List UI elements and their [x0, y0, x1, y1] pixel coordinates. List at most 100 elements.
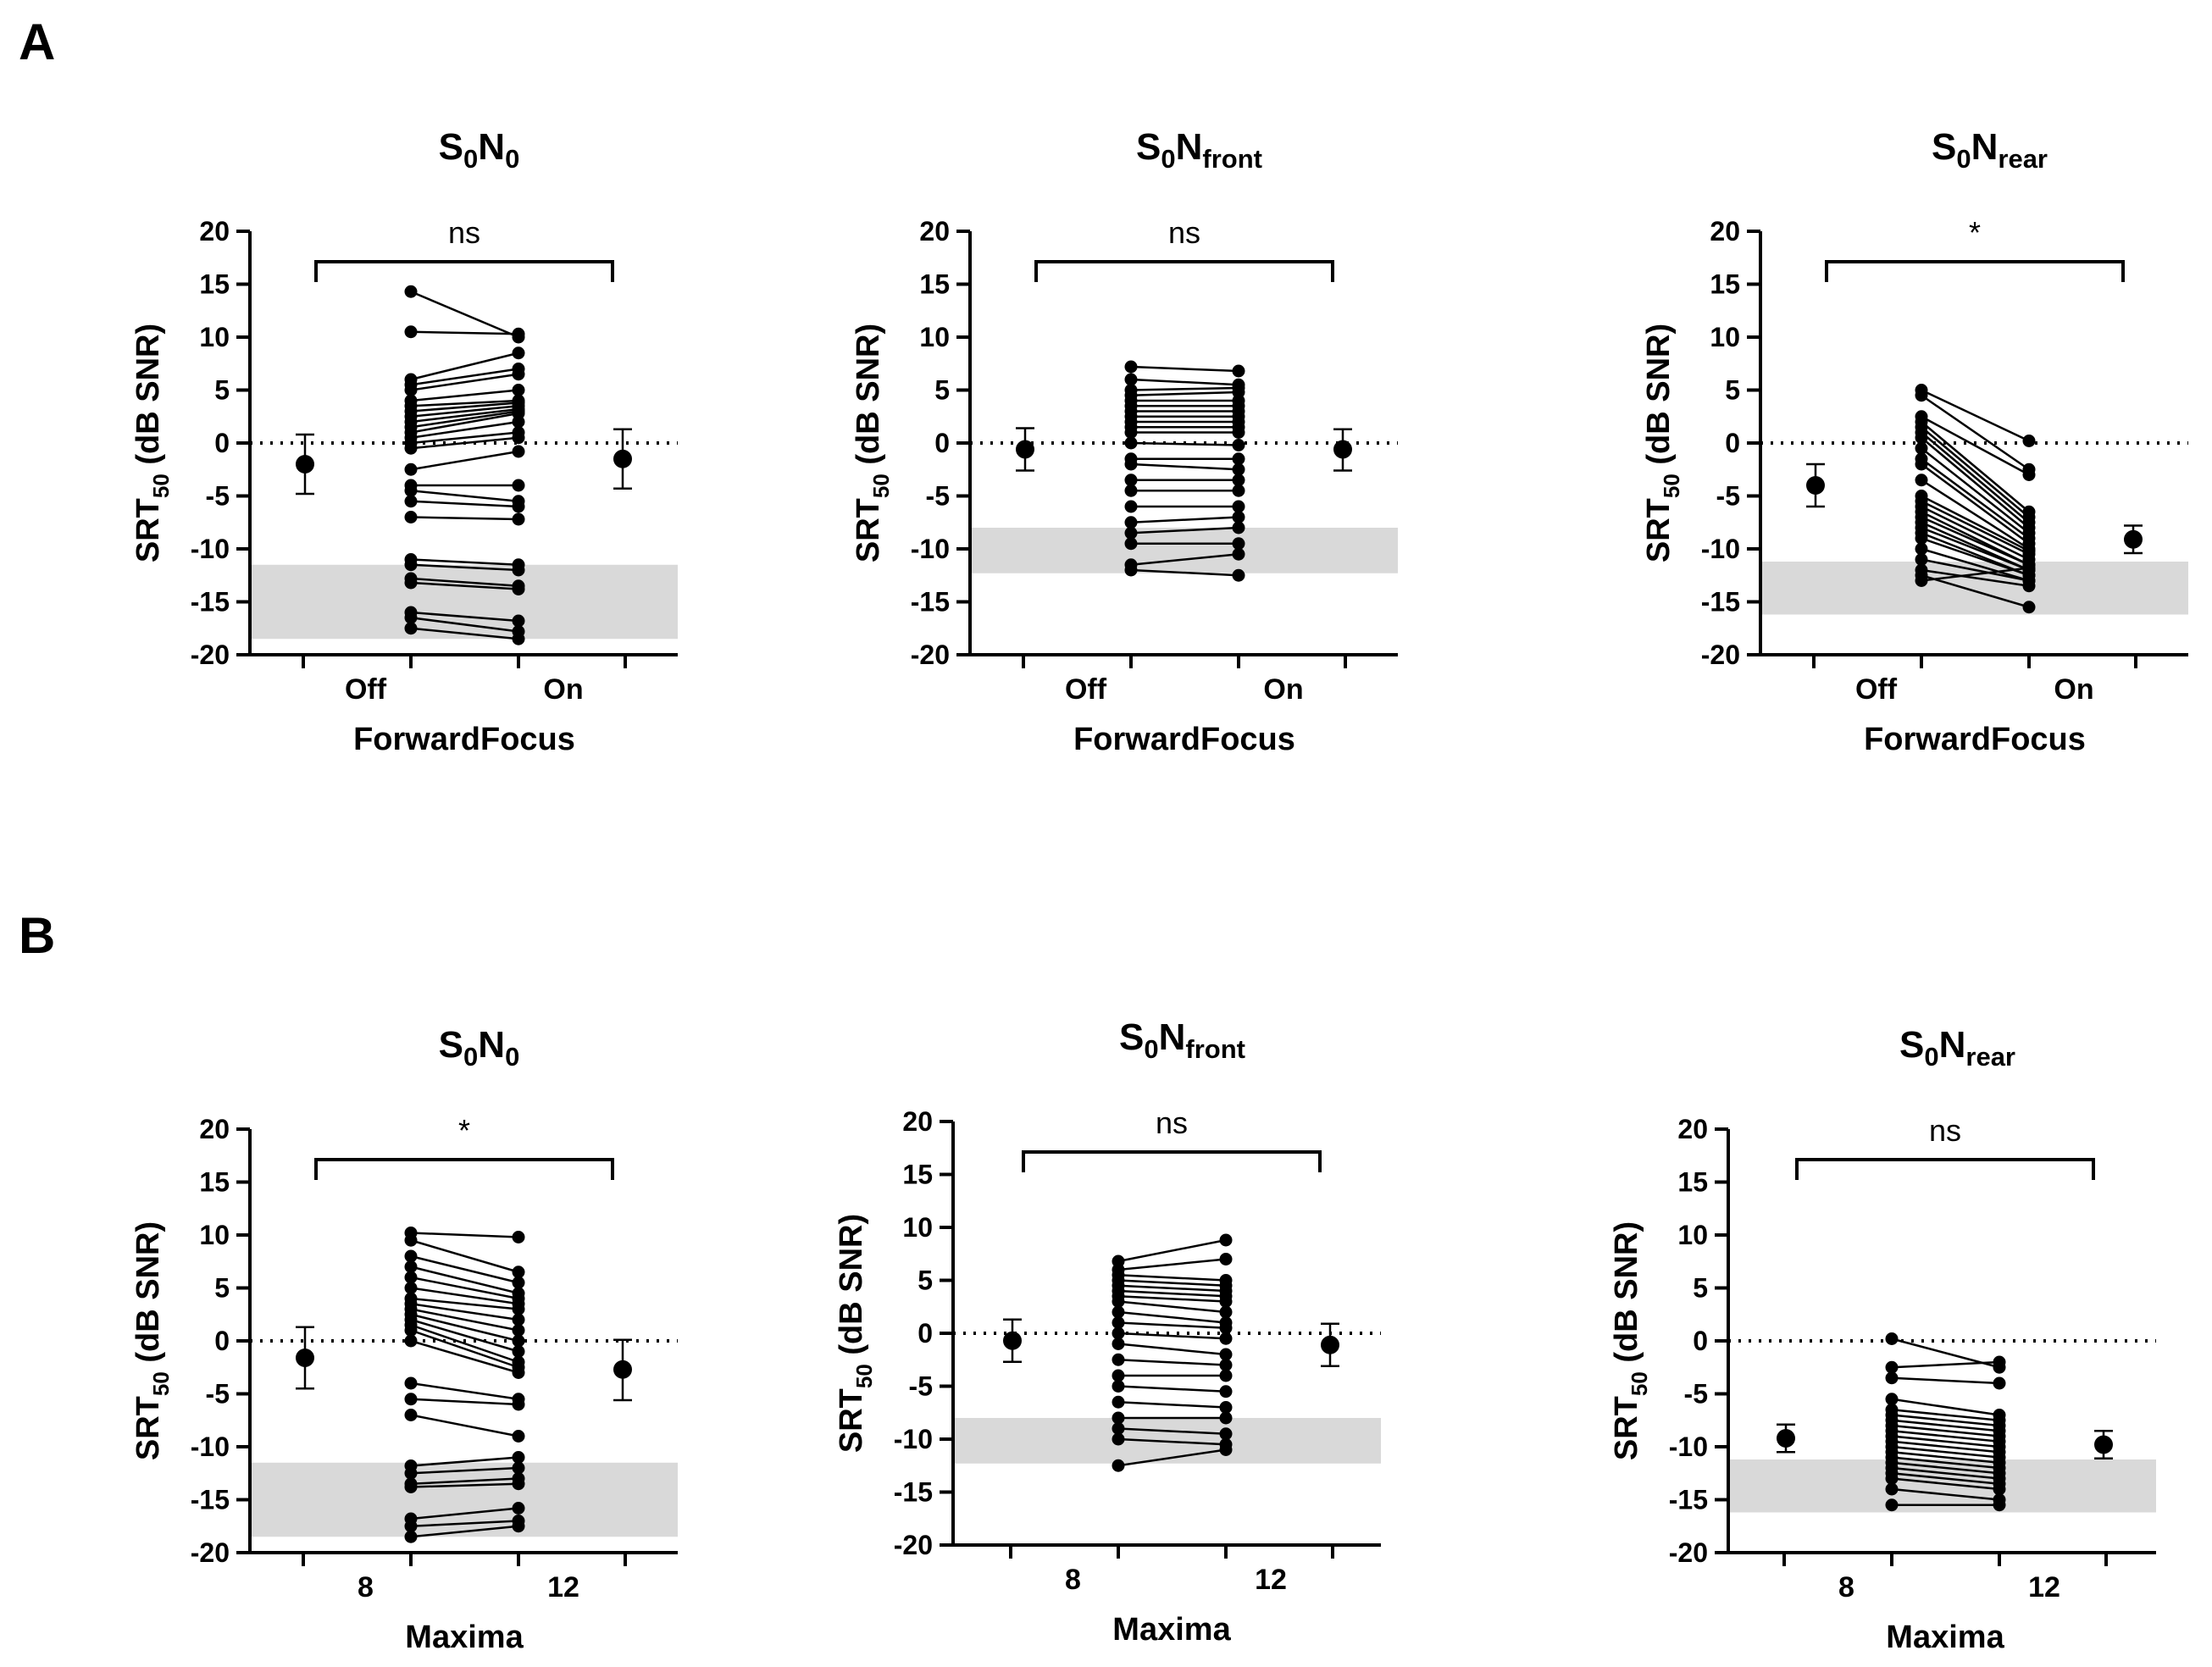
y-tick-label: -20 — [1701, 640, 1740, 670]
chart-title-s: S — [1932, 126, 1956, 168]
individual-point — [1993, 1376, 2006, 1390]
individual-point — [1124, 563, 1138, 577]
individual-point — [404, 484, 418, 497]
paired-line — [1117, 1295, 1227, 1303]
y-tick-label: 0 — [1693, 1326, 1708, 1356]
y-tick-label: 10 — [919, 322, 950, 352]
individual-point — [512, 1502, 525, 1515]
x-axis-title: Maxima — [405, 1620, 524, 1655]
individual-point — [512, 1265, 525, 1279]
x-category-label: On — [1263, 673, 1303, 706]
x-category-label: Off — [1855, 673, 1898, 706]
individual-point — [404, 1393, 418, 1406]
mean-point — [1333, 440, 1352, 459]
mean-point — [1321, 1335, 1339, 1354]
paired-line — [410, 1287, 519, 1305]
paired-line — [410, 617, 519, 633]
significance-label: * — [458, 1113, 470, 1148]
y-tick-label: 10 — [1677, 1220, 1708, 1250]
paired-line — [1117, 1300, 1227, 1314]
individual-point — [512, 384, 525, 396]
paired-line — [1117, 1279, 1227, 1287]
paired-line — [410, 1297, 519, 1310]
individual-point — [404, 1376, 418, 1390]
individual-point — [1219, 1385, 1233, 1398]
individual-point — [2022, 468, 2036, 481]
individual-point — [1219, 1427, 1233, 1441]
y-tick-label: 0 — [214, 428, 230, 458]
individual-point — [404, 611, 418, 624]
paired-line — [410, 330, 519, 335]
chart-title-subscript-1: 0 — [1161, 144, 1175, 174]
individual-point — [404, 1466, 418, 1480]
individual-point — [512, 632, 525, 645]
paired-line — [1921, 447, 2030, 534]
paired-line — [1921, 574, 2030, 608]
individual-point — [1112, 1395, 1125, 1409]
y-tick-label: 0 — [1725, 428, 1740, 458]
y-axis-title-unit: (dB SNR) — [834, 1214, 869, 1364]
y-tick-label: 20 — [902, 1106, 933, 1137]
y-tick-label: -20 — [911, 640, 950, 670]
chart-title: S0Nfront — [1136, 126, 1262, 174]
paired-line — [410, 1239, 519, 1273]
individual-point — [1219, 1348, 1233, 1361]
paired-line — [410, 291, 519, 339]
x-axis-title: ForwardFocus — [1864, 722, 2086, 757]
paired-line — [1891, 1461, 2000, 1475]
y-tick-label: 20 — [1677, 1114, 1708, 1144]
chart-title-subscript-2: 0 — [505, 144, 519, 174]
paired-line — [1891, 1424, 2000, 1437]
y-axis-title-subscript: 50 — [1659, 474, 1684, 498]
reference-band — [250, 1462, 678, 1537]
individual-point — [404, 441, 418, 455]
y-tick-label: 0 — [918, 1318, 933, 1349]
mean-point — [2124, 529, 2143, 549]
y-tick-label: -10 — [911, 534, 950, 564]
paired-line — [1921, 394, 2030, 471]
individual-point — [1232, 521, 1245, 534]
individual-point — [404, 1282, 418, 1294]
paired-line — [1130, 568, 1239, 577]
individual-point — [404, 1481, 418, 1493]
individual-point — [1124, 436, 1138, 450]
y-tick-label: 20 — [919, 216, 950, 246]
y-tick-label: 0 — [934, 428, 950, 458]
individual-point — [1885, 1371, 1899, 1385]
individual-point — [1915, 474, 1928, 487]
y-axis-title-main: SRT — [851, 498, 886, 562]
individual-point — [1219, 1369, 1233, 1382]
paired-line — [1891, 1445, 2000, 1459]
paired-line — [410, 1232, 519, 1238]
y-tick-label: 20 — [199, 216, 230, 246]
chart-title-subscript-1: 0 — [463, 1042, 478, 1072]
y-tick-label: -5 — [1716, 481, 1740, 512]
significance-bracket — [314, 1158, 614, 1180]
individual-point — [512, 1313, 525, 1326]
y-axis-title-unit: (dB SNR) — [1609, 1221, 1644, 1371]
paired-line — [410, 1382, 519, 1400]
individual-point — [1124, 474, 1138, 487]
paired-line — [1117, 1401, 1227, 1409]
chart-title-n: N — [478, 1024, 505, 1066]
individual-point — [404, 495, 418, 508]
paired-line — [1130, 516, 1239, 523]
mean-point — [1003, 1331, 1022, 1350]
individual-point — [404, 325, 418, 339]
x-category-label: 12 — [2028, 1571, 2060, 1603]
paired-line — [1130, 462, 1239, 471]
individual-point — [1885, 1498, 1899, 1512]
x-axis-title: Maxima — [1886, 1620, 2004, 1655]
paired-line — [410, 1313, 519, 1343]
individual-point — [404, 285, 418, 298]
individual-point — [1885, 1332, 1899, 1345]
individual-point — [512, 368, 525, 381]
individual-point — [512, 1303, 525, 1315]
paired-line — [410, 627, 519, 640]
individual-point — [404, 1409, 418, 1421]
x-category-label: 8 — [1065, 1564, 1081, 1596]
